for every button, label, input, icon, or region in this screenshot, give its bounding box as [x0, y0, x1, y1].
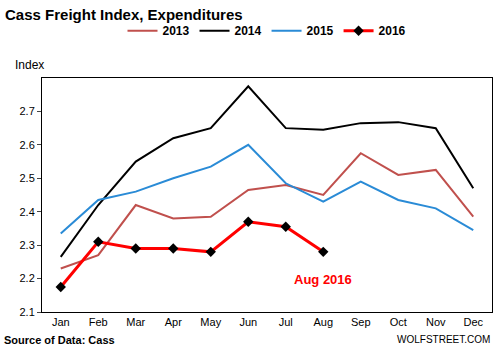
svg-text:Oct: Oct: [390, 316, 407, 328]
svg-text:2.4: 2.4: [20, 206, 35, 218]
svg-text:Cass Freight Index, Expenditur: Cass Freight Index, Expenditures: [5, 6, 243, 23]
svg-text:2.7: 2.7: [20, 105, 35, 117]
svg-text:Jul: Jul: [279, 316, 293, 328]
svg-text:Aug: Aug: [313, 316, 333, 328]
svg-text:2015: 2015: [307, 24, 334, 38]
svg-text:Feb: Feb: [89, 316, 108, 328]
svg-text:Jan: Jan: [52, 316, 70, 328]
svg-text:2014: 2014: [235, 24, 262, 38]
svg-text:2016: 2016: [379, 24, 406, 38]
svg-text:Apr: Apr: [165, 316, 182, 328]
svg-text:May: May: [200, 316, 221, 328]
svg-text:Aug 2016: Aug 2016: [294, 272, 352, 287]
svg-text:2.6: 2.6: [20, 139, 35, 151]
svg-text:Mar: Mar: [126, 316, 145, 328]
svg-text:Jun: Jun: [239, 316, 257, 328]
svg-text:WOLFSTREET.COM: WOLFSTREET.COM: [397, 334, 490, 345]
svg-text:2.1: 2.1: [20, 306, 35, 318]
svg-text:Sep: Sep: [351, 316, 371, 328]
svg-text:Index: Index: [15, 58, 44, 72]
svg-text:Nov: Nov: [426, 316, 446, 328]
svg-text:2.3: 2.3: [20, 239, 35, 251]
svg-text:Dec: Dec: [463, 316, 483, 328]
svg-text:2.2: 2.2: [20, 272, 35, 284]
svg-text:2013: 2013: [163, 24, 190, 38]
svg-text:2.5: 2.5: [20, 172, 35, 184]
svg-text:Source of Data: Cass: Source of Data: Cass: [4, 334, 115, 346]
